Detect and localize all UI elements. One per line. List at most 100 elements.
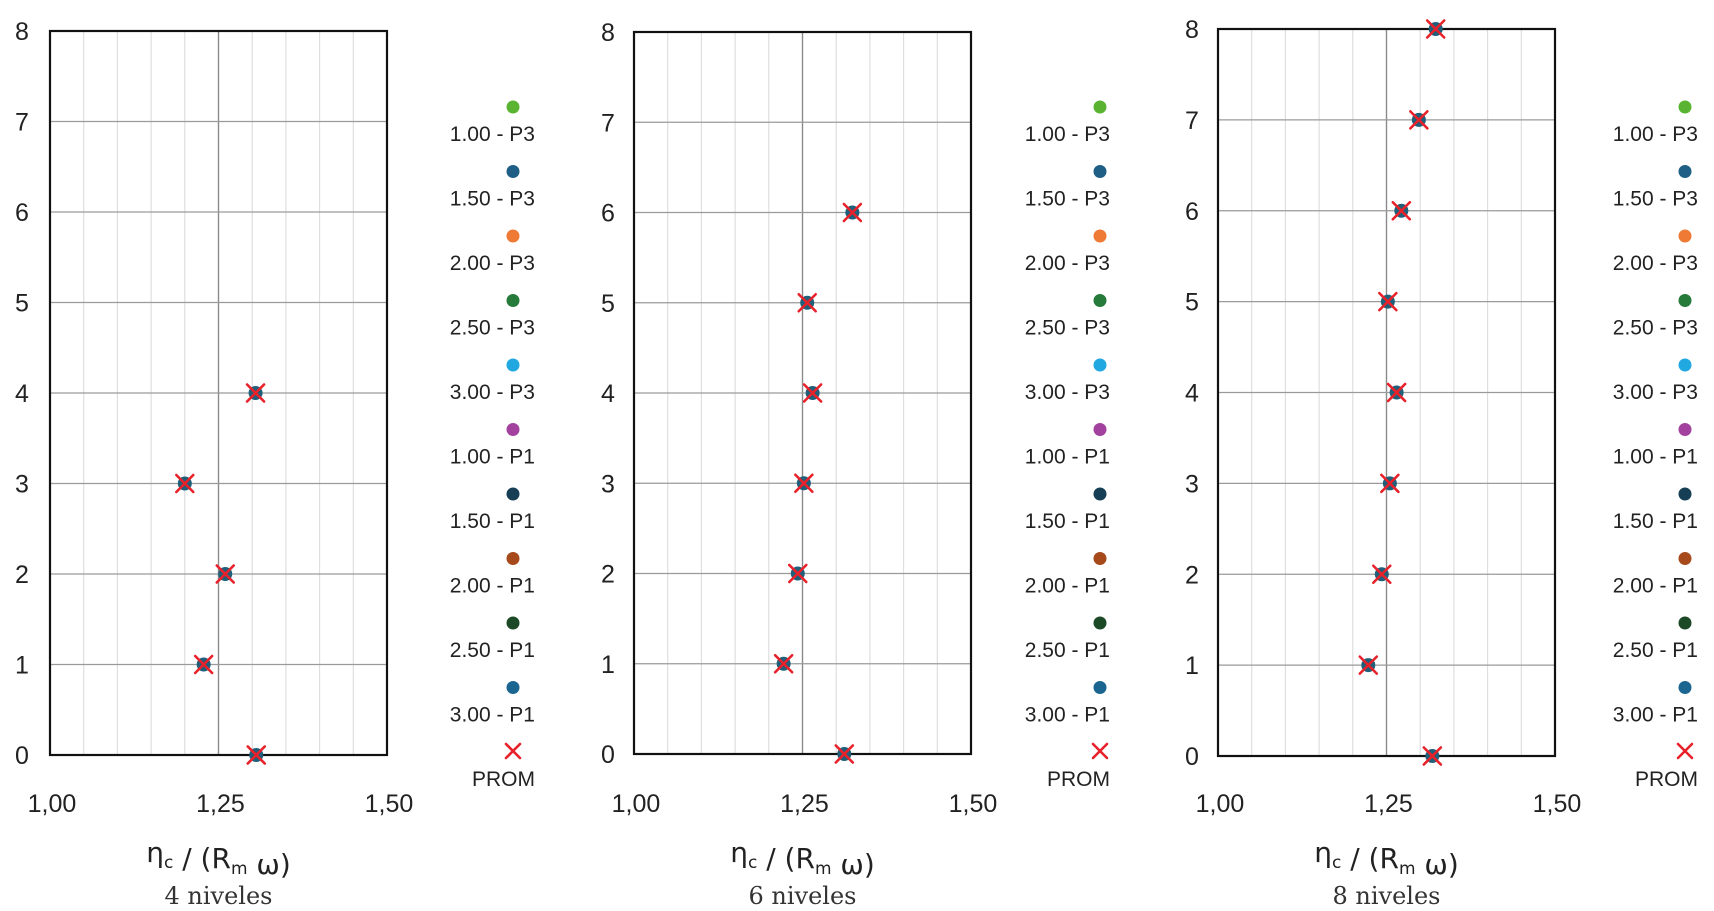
y-tick-label: 4 — [601, 380, 615, 408]
data-point — [787, 563, 808, 584]
y-tick-label: 3 — [15, 471, 29, 499]
y-tick-label: 2 — [15, 561, 29, 589]
legend-item: 1.00 - P1 — [450, 423, 535, 469]
prom-marker — [797, 292, 818, 313]
x-stroke — [1378, 291, 1398, 312]
x-axis-label-part: η — [146, 836, 164, 869]
prom-marker — [802, 383, 823, 403]
y-tick-label: 0 — [15, 742, 29, 770]
x-tick-label: 1,00 — [612, 790, 661, 818]
prom-marker — [175, 473, 195, 494]
prom-marker — [1409, 110, 1429, 130]
legend-marker-dot — [506, 165, 520, 178]
prom-marker — [794, 473, 814, 494]
legend-marker-dot — [1093, 487, 1107, 501]
legend-item: 1.00 - P3 — [1025, 100, 1110, 146]
prom-marker — [193, 654, 214, 675]
legend-marker-dot — [506, 358, 520, 372]
prom-marker — [1425, 19, 1446, 39]
legend-marker-dot — [1678, 423, 1692, 436]
legend-item: 2.50 - P3 — [450, 294, 535, 340]
x-stroke — [1371, 564, 1392, 585]
x-stroke — [1409, 110, 1429, 130]
data-point — [1409, 110, 1429, 130]
data-point — [842, 202, 863, 223]
legend-label: 1.50 - P1 — [450, 510, 535, 533]
legend-item: PROM — [1635, 742, 1698, 791]
data-point — [773, 653, 794, 674]
x-stroke — [1380, 473, 1400, 494]
x-stroke — [1386, 382, 1407, 403]
data-point — [834, 744, 855, 764]
x-stroke — [1676, 742, 1694, 760]
legend-marker-dot — [1678, 616, 1692, 630]
y-tick-label: 0 — [1185, 743, 1199, 771]
legend-item: 1.50 - P3 — [1613, 165, 1698, 211]
plot-frame — [1216, 27, 1557, 758]
prom-marker — [1386, 382, 1407, 403]
legend-item: 1.50 - P1 — [1025, 487, 1110, 533]
gridlines — [634, 32, 971, 754]
x-axis-label-subscript: m — [1399, 859, 1416, 879]
x-stroke — [1425, 19, 1446, 39]
x-tick-label: 1,00 — [28, 790, 77, 818]
legend-label: 2.00 - P3 — [450, 252, 535, 275]
x-stroke — [245, 383, 266, 403]
y-tick-label: 8 — [1185, 16, 1199, 44]
data-point — [245, 383, 266, 403]
x-stroke — [794, 473, 814, 494]
x-axis-label: ηc / (Rm ω) — [1314, 836, 1459, 881]
legend-label: 2.00 - P3 — [1025, 252, 1110, 275]
y-tick-label: 2 — [1185, 561, 1199, 589]
legend-marker-dot — [506, 616, 520, 630]
data-point — [797, 292, 818, 313]
legend: 1.00 - P3 1.50 - P3 2.00 - P3 2.50 - P3 3.00… — [1613, 100, 1698, 791]
prom-marker — [834, 744, 855, 764]
legend-item: 3.00 - P3 — [1025, 358, 1110, 404]
panel-8-niveles: 0 1 2 3 4 5 6 7 8 1,00 1,25 1,50 ηc / (Rm ω)8 nivele… — [1185, 16, 1698, 910]
data-point — [193, 654, 214, 675]
legend-item: 2.00 - P3 — [1613, 229, 1698, 275]
x-axis-label-subscript: c — [748, 853, 757, 873]
x-stroke — [842, 202, 863, 223]
legend-marker-dot — [1093, 423, 1107, 436]
x-tick-label: 1,25 — [1364, 790, 1413, 818]
legend-label: 1.50 - P1 — [1025, 510, 1110, 533]
prom-marker — [1378, 291, 1398, 312]
x-stroke — [787, 563, 808, 584]
data-point — [1378, 291, 1398, 312]
x-tick-label: 1,50 — [365, 790, 414, 818]
x-axis-label-part: / (R — [1341, 842, 1399, 875]
legend-item: 1.50 - P1 — [1613, 487, 1698, 533]
legend: 1.00 - P3 1.50 - P3 2.00 - P3 2.50 - P3 3.00… — [450, 100, 535, 791]
legend-marker-dot — [506, 487, 520, 501]
y-tick-label: 4 — [1185, 380, 1199, 408]
legend-label: 2.50 - P3 — [450, 317, 535, 340]
prom-marker — [787, 563, 808, 584]
legend-item: 2.50 - P3 — [1025, 294, 1110, 340]
data-point — [794, 473, 814, 494]
legend-label: 1.50 - P3 — [1025, 188, 1110, 211]
x-stroke — [1391, 200, 1412, 221]
legend-label: 2.00 - P1 — [450, 575, 535, 598]
data-points — [175, 383, 267, 765]
y-tick-label: 3 — [601, 470, 615, 498]
prom-marker — [773, 653, 794, 674]
x-axis-label-part: η — [730, 836, 748, 869]
legend-marker-dot — [1093, 358, 1107, 372]
x-axis-label-subscript: m — [231, 859, 248, 879]
panel-6-niveles: 0 1 2 3 4 5 6 7 8 1,00 1,25 1,50 ηc / (Rm ω)6 nivele… — [601, 19, 1110, 910]
prom-marker — [246, 745, 267, 765]
x-tick-label: 1,00 — [1196, 790, 1245, 818]
legend-item: 2.50 - P3 — [1613, 294, 1698, 340]
x-axis-label-subscript: c — [1332, 853, 1341, 873]
legend-item: 1.00 - P1 — [1613, 423, 1698, 469]
legend-item: 1.00 - P3 — [1613, 100, 1698, 146]
y-tick-label: 7 — [15, 109, 29, 137]
y-tick-label: 7 — [601, 109, 615, 137]
legend-label: 2.50 - P1 — [1613, 639, 1698, 662]
panel-caption: 8 niveles — [1333, 882, 1441, 910]
legend-item: 2.00 - P1 — [1613, 552, 1698, 598]
legend: 1.00 - P3 1.50 - P3 2.00 - P3 2.50 - P3 3.00… — [1025, 100, 1110, 791]
legend-label: PROM — [1047, 768, 1110, 791]
